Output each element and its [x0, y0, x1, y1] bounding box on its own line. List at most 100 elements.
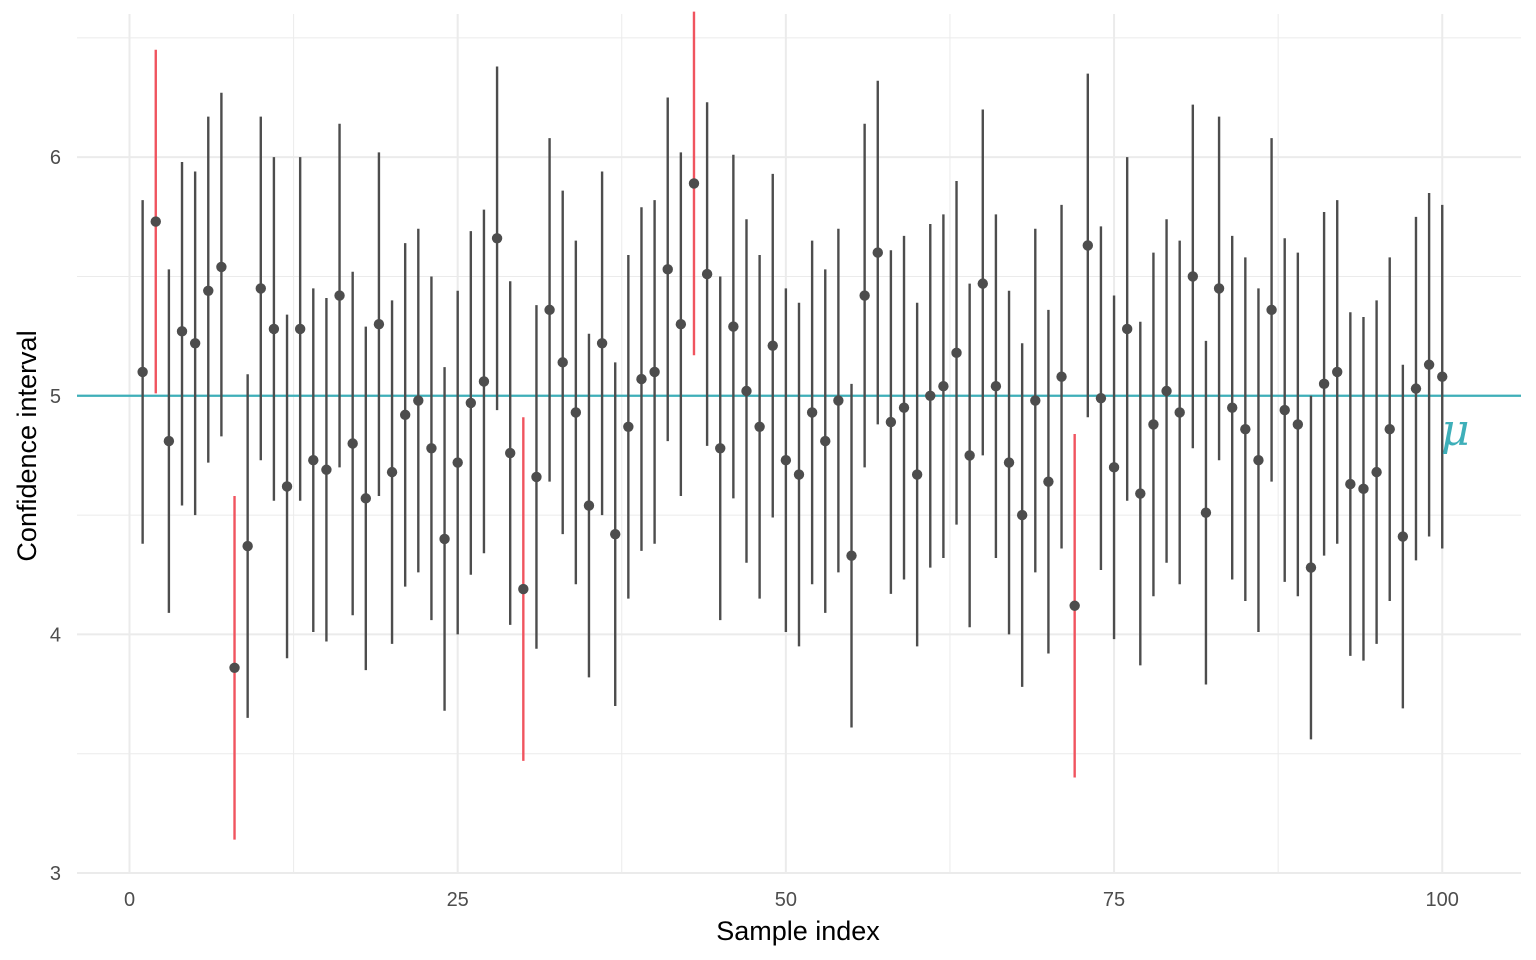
estimate-point: [780, 455, 792, 466]
estimate-point: [1358, 483, 1369, 495]
estimate-point: [268, 323, 280, 335]
estimate-point: [1371, 466, 1382, 478]
estimate-point: [491, 233, 503, 244]
estimate-point: [1345, 478, 1356, 490]
estimate-point: [767, 340, 778, 351]
estimate-point: [242, 540, 253, 552]
estimate-point: [1174, 407, 1185, 418]
estimate-point: [1266, 304, 1277, 316]
estimate-point: [189, 338, 201, 349]
y-tick-label: 4: [50, 624, 61, 646]
estimate-point: [951, 347, 962, 359]
estimate-point: [1003, 457, 1015, 468]
estimate-point: [1043, 476, 1054, 487]
estimate-point: [964, 450, 975, 461]
estimate-point: [596, 338, 608, 349]
x-tick-label: 100: [1426, 889, 1459, 911]
estimate-point: [846, 550, 857, 561]
x-tick-labels: 0 25 50 75 100: [124, 889, 1459, 911]
estimate-point: [793, 469, 805, 480]
estimate-point: [373, 318, 385, 330]
estimate-point: [321, 464, 332, 475]
estimate-point: [203, 285, 214, 296]
estimate-point: [833, 395, 844, 406]
y-axis-title: Confidence interval: [12, 330, 42, 561]
estimate-point: [1292, 419, 1304, 430]
estimate-point: [1213, 283, 1225, 294]
estimate-point: [741, 385, 752, 397]
estimate-point: [977, 278, 988, 289]
estimate-point: [1016, 509, 1028, 521]
estimate-point: [465, 397, 477, 409]
estimate-point: [728, 321, 739, 332]
estimate-point: [347, 438, 358, 449]
estimate-point: [1332, 366, 1343, 378]
estimate-point: [1200, 507, 1212, 518]
estimate-point: [570, 407, 582, 418]
y-tick-label: 3: [50, 863, 61, 885]
estimate-point: [386, 466, 398, 478]
estimate-point: [1135, 488, 1146, 499]
estimate-point: [229, 662, 240, 673]
estimate-point: [452, 457, 463, 468]
x-tick-label: 25: [447, 889, 469, 911]
estimate-point: [557, 357, 568, 368]
estimate-point: [610, 528, 621, 540]
x-tick-label: 50: [775, 889, 797, 911]
estimate-point: [294, 323, 306, 335]
estimate-point: [1121, 323, 1133, 335]
estimate-point: [701, 268, 713, 280]
estimate-point: [413, 395, 424, 406]
estimate-point: [859, 290, 870, 301]
y-tick-label: 6: [50, 147, 61, 169]
estimate-point: [1397, 531, 1409, 542]
estimate-point: [885, 416, 897, 428]
estimate-point: [623, 421, 634, 432]
estimate-point: [1069, 600, 1080, 611]
estimate-point: [820, 435, 831, 447]
y-tick-label: 5: [50, 386, 61, 408]
estimate-point: [1437, 371, 1448, 382]
estimate-point: [872, 247, 883, 258]
estimate-point: [478, 376, 490, 387]
estimate-point: [1279, 404, 1290, 416]
estimate-point: [1227, 402, 1238, 413]
estimate-point: [990, 381, 1002, 392]
estimate-point: [1148, 419, 1159, 430]
estimate-point: [662, 264, 673, 275]
estimate-point: [911, 469, 923, 480]
estimate-point: [150, 216, 161, 227]
estimate-point: [688, 178, 700, 189]
estimate-point: [399, 409, 411, 421]
estimate-point: [1253, 455, 1264, 466]
estimate-point: [1161, 385, 1172, 397]
estimate-point: [1305, 562, 1317, 573]
estimate-point: [1030, 395, 1041, 406]
y-tick-labels: 3 4 5 6: [50, 147, 61, 885]
estimate-point: [281, 481, 293, 492]
estimate-point: [1187, 271, 1199, 282]
estimate-point: [938, 381, 949, 392]
estimate-point: [1056, 371, 1067, 382]
estimate-point: [636, 373, 647, 385]
estimate-point: [518, 583, 529, 595]
estimate-point: [715, 443, 726, 454]
estimate-point: [439, 533, 450, 545]
estimate-points: [137, 178, 1448, 673]
estimate-point: [505, 447, 516, 459]
x-axis-title: Sample index: [716, 916, 880, 946]
estimate-point: [255, 283, 266, 294]
estimate-point: [544, 304, 555, 316]
estimate-point: [137, 366, 148, 378]
estimate-point: [360, 493, 371, 504]
estimate-point: [1423, 359, 1435, 370]
estimate-point: [1082, 240, 1094, 251]
x-tick-label: 0: [124, 889, 135, 911]
estimate-point: [898, 402, 910, 413]
estimate-point: [1384, 423, 1395, 435]
estimate-point: [1410, 383, 1422, 394]
estimate-point: [1240, 423, 1251, 435]
estimate-point: [649, 366, 660, 378]
estimate-point: [308, 455, 319, 466]
